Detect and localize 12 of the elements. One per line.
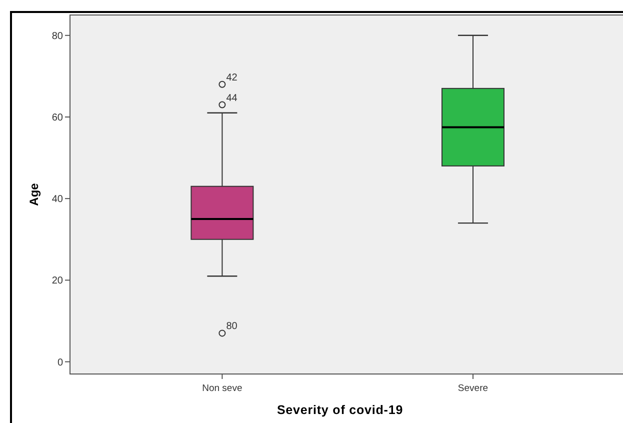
y-axis-title: Age (27, 182, 41, 206)
annotation: 44 (226, 92, 238, 104)
y-tick-label: 20 (52, 276, 64, 287)
y-tick-label: 40 (52, 194, 64, 206)
y-tick-label: 0 (57, 357, 64, 368)
annotation: 42 (226, 72, 238, 84)
y-tick-label: 60 (52, 112, 64, 124)
y-tick-label: 80 (52, 30, 64, 42)
x-axis-title: Severity of covid-19 (276, 403, 404, 417)
annotation: 80 (226, 321, 238, 332)
x-tick-label: Severe (458, 383, 488, 394)
x-tick-label: Non seve (202, 383, 242, 394)
